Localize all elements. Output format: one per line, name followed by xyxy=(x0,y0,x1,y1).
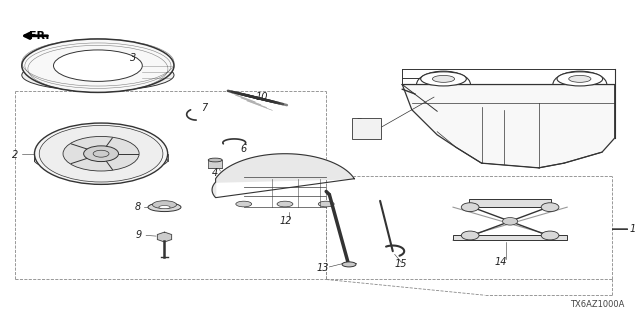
Text: 6: 6 xyxy=(241,144,247,154)
Ellipse shape xyxy=(22,39,174,92)
Circle shape xyxy=(541,203,559,212)
Text: 12: 12 xyxy=(280,216,292,226)
Text: TX6AZ1000A: TX6AZ1000A xyxy=(570,300,624,309)
Text: 13: 13 xyxy=(317,263,329,274)
FancyBboxPatch shape xyxy=(469,199,551,207)
Ellipse shape xyxy=(277,201,293,207)
Ellipse shape xyxy=(22,60,174,91)
Circle shape xyxy=(502,218,518,225)
Text: 2: 2 xyxy=(12,150,19,160)
Ellipse shape xyxy=(342,262,356,267)
Circle shape xyxy=(461,231,479,240)
Ellipse shape xyxy=(159,205,170,209)
Text: 14: 14 xyxy=(494,257,507,267)
Text: 8: 8 xyxy=(134,202,141,212)
Ellipse shape xyxy=(420,72,467,86)
Ellipse shape xyxy=(569,76,591,82)
Polygon shape xyxy=(403,84,615,168)
FancyBboxPatch shape xyxy=(352,118,381,139)
Ellipse shape xyxy=(35,123,168,184)
Text: 5: 5 xyxy=(355,118,362,128)
Circle shape xyxy=(461,203,479,212)
Ellipse shape xyxy=(236,201,252,207)
Text: 10: 10 xyxy=(255,92,268,102)
Text: 7: 7 xyxy=(200,103,207,113)
Text: 15: 15 xyxy=(395,259,407,269)
Text: 1: 1 xyxy=(629,224,636,234)
Ellipse shape xyxy=(93,150,109,157)
Ellipse shape xyxy=(318,201,334,207)
Ellipse shape xyxy=(557,72,603,86)
Polygon shape xyxy=(212,154,355,198)
Text: 4: 4 xyxy=(212,168,218,178)
Ellipse shape xyxy=(152,201,177,209)
FancyBboxPatch shape xyxy=(453,235,567,240)
Text: 3: 3 xyxy=(130,53,136,63)
Text: 9: 9 xyxy=(136,230,142,240)
Ellipse shape xyxy=(63,136,139,171)
Text: FR.: FR. xyxy=(29,31,50,41)
Ellipse shape xyxy=(84,146,118,162)
Ellipse shape xyxy=(433,76,454,82)
Ellipse shape xyxy=(39,125,163,182)
Ellipse shape xyxy=(148,203,181,212)
Ellipse shape xyxy=(54,50,142,81)
Ellipse shape xyxy=(208,158,222,162)
Circle shape xyxy=(541,231,559,240)
Polygon shape xyxy=(157,232,172,242)
FancyBboxPatch shape xyxy=(208,160,222,168)
